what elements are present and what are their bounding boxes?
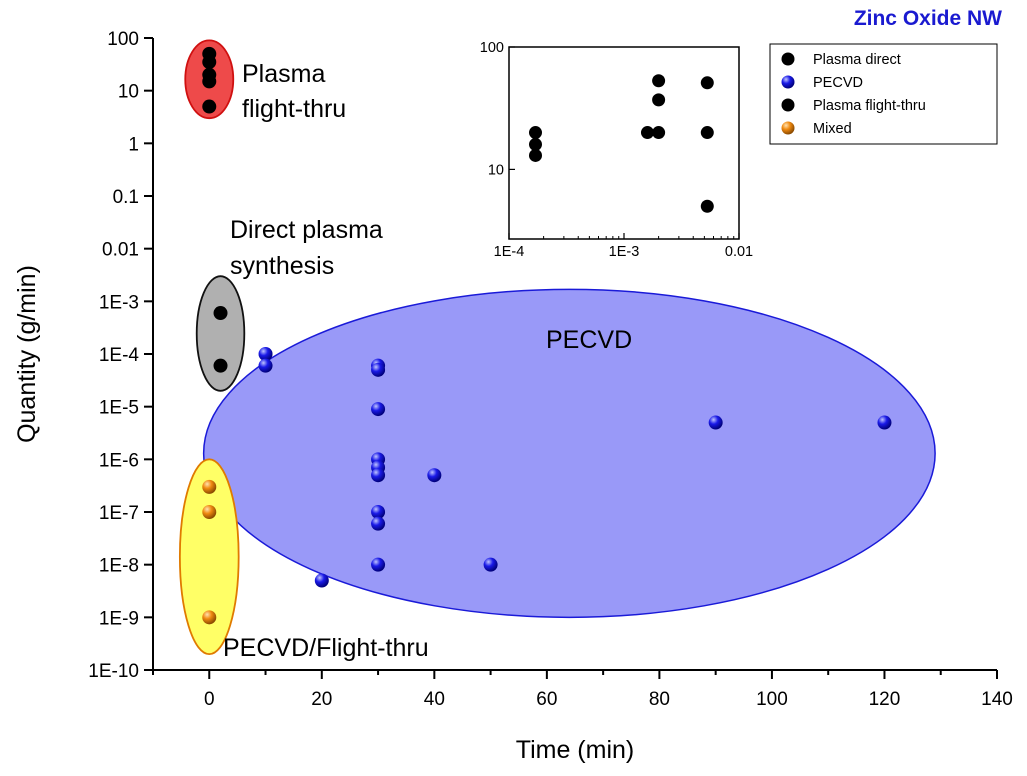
inset-point-7 bbox=[700, 76, 714, 90]
x-tick-label-7: 140 bbox=[981, 689, 1013, 710]
region-1 bbox=[195, 275, 246, 392]
legend-marker-1 bbox=[781, 75, 795, 89]
point-0-0 bbox=[213, 306, 228, 321]
legend-label-2: Plasma flight-thru bbox=[813, 98, 926, 114]
y-tick-label-11: 1E-9 bbox=[99, 608, 139, 629]
point-1-10 bbox=[371, 516, 386, 531]
x-ticks: 0 20 40 60 80 100 120 140 bbox=[152, 670, 1013, 710]
inset-x-tick-label-1: 1E-3 bbox=[609, 244, 640, 260]
inset-x-tick-label-0: 1E-4 bbox=[494, 244, 525, 260]
y-tick-label-8: 1E-6 bbox=[99, 450, 139, 471]
inset-y-tick-label-1: 10 bbox=[488, 162, 504, 178]
inset-points bbox=[529, 74, 714, 213]
region-2 bbox=[202, 288, 936, 619]
inset-point-9 bbox=[700, 199, 714, 213]
y-axis-title: Quantity (g/min) bbox=[13, 265, 41, 443]
y-tick-label-5: 1E-3 bbox=[99, 292, 139, 313]
legend: Plasma direct PECVD Plasma flight-thru Mixe… bbox=[769, 43, 998, 145]
x-tick-label-4: 80 bbox=[649, 689, 670, 710]
inset-point-1 bbox=[529, 137, 543, 151]
inset-point-6 bbox=[652, 126, 666, 140]
y-tick-label-0: 100 bbox=[107, 29, 139, 50]
points bbox=[202, 46, 892, 625]
annotation-plasma-flight-thru-line1: Plasma bbox=[242, 60, 325, 88]
point-1-13 bbox=[483, 557, 498, 572]
point-1-2 bbox=[314, 573, 329, 588]
annotation-pecvd-flight-thru: PECVD/Flight-thru bbox=[223, 634, 429, 662]
y-tick-label-7: 1E-5 bbox=[99, 398, 139, 419]
legend-label-0: Plasma direct bbox=[813, 52, 901, 68]
annotation-plasma-flight-thru-line2: flight-thru bbox=[242, 95, 346, 123]
legend-marker-2 bbox=[781, 98, 795, 112]
point-1-4 bbox=[371, 362, 386, 377]
point-0-1 bbox=[213, 358, 228, 373]
inset-point-0 bbox=[529, 126, 543, 140]
inset-chart: 1E-4 1E-3 0.01 100 10 bbox=[480, 40, 753, 260]
point-1-14 bbox=[708, 415, 723, 430]
region-3 bbox=[178, 458, 240, 656]
annotation-pecvd: PECVD bbox=[546, 326, 632, 354]
point-3-0 bbox=[202, 479, 217, 494]
inset-point-3 bbox=[640, 126, 654, 140]
legend-marker-3 bbox=[781, 121, 795, 135]
point-1-15 bbox=[877, 415, 892, 430]
inset-y-tick-label-0: 100 bbox=[480, 40, 504, 56]
y-tick-label-2: 1 bbox=[128, 134, 139, 155]
y-tick-label-6: 1E-4 bbox=[99, 345, 140, 366]
y-tick-label-1: 10 bbox=[118, 82, 139, 103]
point-1-12 bbox=[427, 468, 442, 483]
legend-label-1: PECVD bbox=[813, 75, 863, 91]
point-3-1 bbox=[202, 505, 217, 519]
inset-ticks: 1E-4 1E-3 0.01 100 10 bbox=[480, 40, 753, 260]
legend-label-3: Mixed bbox=[813, 121, 852, 137]
point-1-0 bbox=[258, 347, 273, 361]
point-2-3 bbox=[202, 74, 217, 89]
point-3-2 bbox=[202, 610, 217, 625]
inset-point-5 bbox=[652, 93, 666, 107]
inset-x-tick-label-2: 0.01 bbox=[725, 244, 753, 260]
inset-point-8 bbox=[700, 126, 714, 140]
x-tick-label-0: 0 bbox=[204, 689, 215, 710]
x-tick-label-5: 100 bbox=[756, 689, 788, 710]
x-tick-label-1: 20 bbox=[311, 689, 332, 710]
inset-point-2 bbox=[529, 148, 543, 162]
y-tick-label-3: 0.1 bbox=[113, 187, 139, 208]
inset-point-4 bbox=[652, 74, 666, 88]
x-axis-title: Time (min) bbox=[516, 736, 635, 764]
point-1-5 bbox=[371, 402, 386, 417]
point-2-1 bbox=[202, 55, 217, 70]
legend-frame bbox=[769, 43, 998, 145]
point-1-9 bbox=[371, 505, 386, 519]
point-1-1 bbox=[258, 358, 273, 373]
legend-items: Plasma direct PECVD Plasma flight-thru Mixe… bbox=[781, 52, 926, 137]
x-tick-label-3: 60 bbox=[536, 689, 557, 710]
point-1-8 bbox=[371, 468, 386, 483]
legend-marker-0 bbox=[781, 52, 795, 66]
point-1-11 bbox=[371, 557, 386, 572]
annotation-direct-plasma-line2: synthesis bbox=[230, 252, 334, 280]
y-ticks: 100 10 1 0.1 0.01 1E-3 1E-4 1E-5 1E-6 1E-7 1E-8 1E-… bbox=[88, 29, 153, 682]
x-tick-label-2: 40 bbox=[424, 689, 445, 710]
regions bbox=[178, 39, 936, 656]
x-tick-label-6: 120 bbox=[869, 689, 901, 710]
point-2-4 bbox=[202, 99, 217, 114]
y-tick-label-12: 1E-10 bbox=[88, 661, 139, 682]
y-tick-label-10: 1E-8 bbox=[99, 556, 139, 577]
annotation-direct-plasma-line1: Direct plasma bbox=[230, 216, 383, 244]
y-tick-label-4: 0.01 bbox=[102, 240, 139, 261]
chart-title: Zinc Oxide NW bbox=[854, 7, 1002, 30]
y-tick-label-9: 1E-7 bbox=[99, 503, 139, 524]
